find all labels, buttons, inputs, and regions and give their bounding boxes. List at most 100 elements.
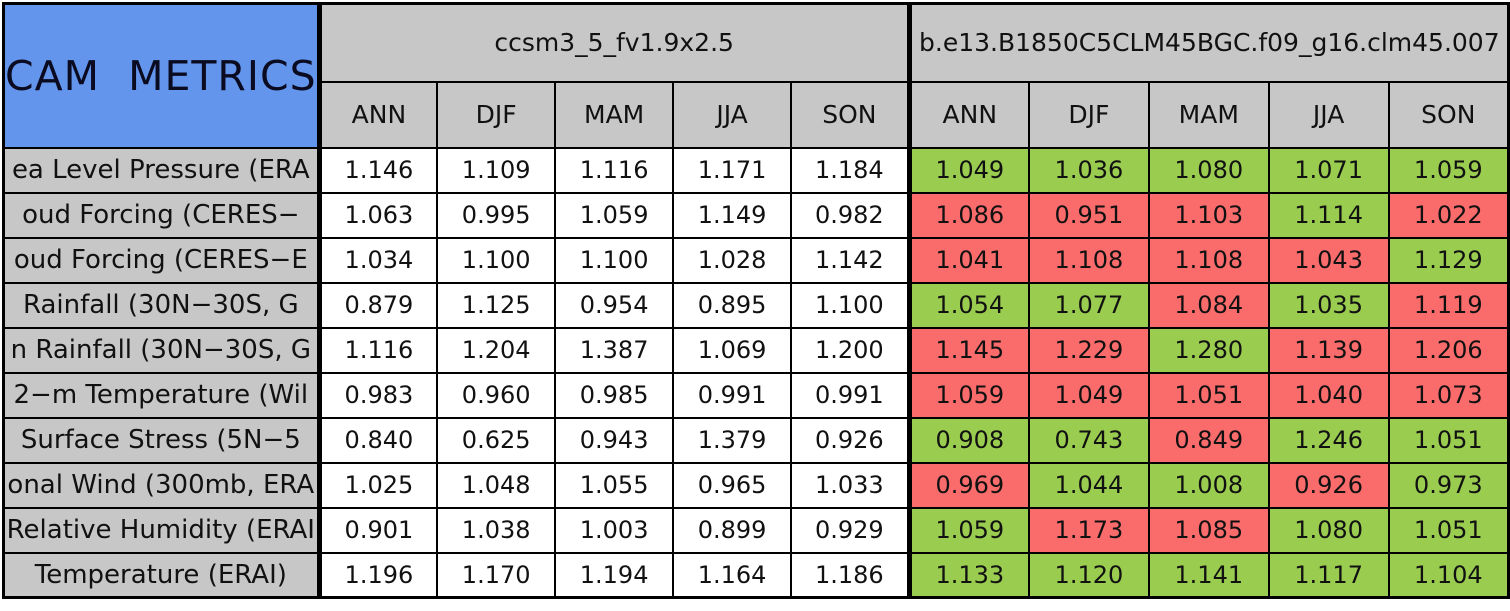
metric-cell-model1: 1.116 [554,146,675,194]
metric-cell-model2: 0.743 [1027,416,1150,464]
table-row: oud Forcing (CERES−E 1.034 1.100 1.100 1.028… [2,236,1510,284]
metric-cell-model1: 1.184 [790,146,911,194]
metric-cell-model2: 1.041 [906,236,1030,284]
model2-header: b.e13.B1850C5CLM45BGC.f09_g16.clm45.007 [906,2,1510,83]
metric-cell-model2: 1.120 [1027,551,1150,599]
table-row: ea Level Pressure (ERA 1.146 1.109 1.116 1.1… [2,146,1510,194]
metric-cell-model1: 1.059 [554,191,675,239]
metric-cell-model1: 0.991 [672,371,793,419]
metric-cell-model1: 1.194 [554,551,675,599]
metric-cell-model1: 1.063 [316,191,439,239]
metric-cell-model2: 1.229 [1027,326,1150,374]
metric-cell-model2: 1.084 [1147,281,1270,329]
table-row: Surface Stress (5N−5 0.840 0.625 0.943 1.379… [2,416,1510,464]
metric-cell-model1: 0.929 [790,506,911,554]
metric-cell-model2: 1.049 [906,146,1030,194]
metric-cell-model2: 1.008 [1147,461,1270,509]
metric-cell-model1: 1.379 [672,416,793,464]
metric-cell-model2: 0.973 [1387,461,1510,509]
metric-cell-model2: 1.051 [1147,371,1270,419]
metric-cell-model2: 1.080 [1267,506,1390,554]
metric-cell-model2: 1.073 [1387,371,1510,419]
table-row: oud Forcing (CERES− 1.063 0.995 1.059 1.149 0… [2,191,1510,239]
metric-cell-model1: 0.899 [672,506,793,554]
season-header: ANN [906,80,1030,149]
row-label: Relative Humidity (ERAI [2,506,321,554]
metric-cell-model1: 0.960 [436,371,557,419]
metric-cell-model1: 0.901 [316,506,439,554]
metric-cell-model2: 1.035 [1267,281,1390,329]
metric-cell-model2: 1.043 [1267,236,1390,284]
table-row: onal Wind (300mb, ERA 1.025 1.048 1.055 0.96… [2,461,1510,509]
metric-cell-model2: 1.280 [1147,326,1270,374]
metric-cell-model1: 1.196 [316,551,439,599]
metric-cell-model1: 1.048 [436,461,557,509]
metric-cell-model2: 1.044 [1027,461,1150,509]
metric-cell-model2: 1.104 [1387,551,1510,599]
metric-cell-model1: 0.840 [316,416,439,464]
metric-cell-model2: 1.040 [1267,371,1390,419]
metric-cell-model2: 1.085 [1147,506,1270,554]
metric-cell-model1: 0.926 [790,416,911,464]
season-header: JJA [1267,80,1390,149]
metric-cell-model2: 1.080 [1147,146,1270,194]
metric-cell-model2: 1.173 [1027,506,1150,554]
metric-cell-model1: 1.125 [436,281,557,329]
row-label: 2−m Temperature (Wil [2,371,321,419]
season-header-row: ANN DJF MAM JJA SON ANN DJF MAM JJA SON [4,80,1510,149]
table-row: Relative Humidity (ERAI 0.901 1.038 1.003 0.… [2,506,1510,554]
metric-cell-model2: 1.051 [1387,416,1510,464]
season-header: DJF [1027,80,1150,149]
metric-cell-model2: 1.139 [1267,326,1390,374]
model1-header: ccsm3_5_fv1.9x2.5 [316,2,911,83]
table-row: Temperature (ERAI) 1.196 1.170 1.194 1.164 1.… [2,551,1510,599]
metric-cell-model1: 0.983 [316,371,439,419]
metric-cell-model2: 1.086 [906,191,1030,239]
metric-cell-model2: 1.129 [1387,236,1510,284]
metric-cell-model1: 0.625 [436,416,557,464]
metric-cell-model1: 1.149 [672,191,793,239]
metric-cell-model2: 1.059 [1387,146,1510,194]
metric-cell-model1: 0.879 [316,281,439,329]
metric-cell-model1: 1.028 [672,236,793,284]
season-header: JJA [672,80,793,149]
metric-cell-model1: 1.387 [554,326,675,374]
metrics-rows: ea Level Pressure (ERA 1.146 1.109 1.116 1.1… [2,146,1510,599]
row-label: oud Forcing (CERES−E [2,236,321,284]
metric-cell-model1: 1.100 [436,236,557,284]
row-label: oud Forcing (CERES− [2,191,321,239]
metric-cell-model2: 1.119 [1387,281,1510,329]
table-title: CAM METRICS [2,2,321,149]
metric-cell-model2: 1.108 [1147,236,1270,284]
metric-cell-model1: 1.171 [672,146,793,194]
metric-cell-model2: 1.108 [1027,236,1150,284]
metric-cell-model2: 0.951 [1027,191,1150,239]
metric-cell-model1: 1.038 [436,506,557,554]
metric-cell-model1: 1.116 [316,326,439,374]
metric-cell-model2: 1.103 [1147,191,1270,239]
season-header: SON [790,80,911,149]
metric-cell-model1: 1.109 [436,146,557,194]
metric-cell-model2: 1.246 [1267,416,1390,464]
metric-cell-model1: 1.025 [316,461,439,509]
metric-cell-model1: 1.055 [554,461,675,509]
metric-cell-model1: 1.033 [790,461,911,509]
metric-cell-model2: 0.908 [906,416,1030,464]
metric-cell-model1: 0.982 [790,191,911,239]
metric-cell-model1: 1.146 [316,146,439,194]
metric-cell-model2: 1.036 [1027,146,1150,194]
metric-cell-model1: 0.954 [554,281,675,329]
metric-cell-model2: 1.059 [906,371,1030,419]
season-header: DJF [436,80,557,149]
metric-cell-model1: 1.003 [554,506,675,554]
row-label: Surface Stress (5N−5 [2,416,321,464]
metric-cell-model1: 1.164 [672,551,793,599]
metric-cell-model1: 1.034 [316,236,439,284]
metric-cell-model2: 0.849 [1147,416,1270,464]
metric-cell-model1: 1.204 [436,326,557,374]
table-row: 2−m Temperature (Wil 0.983 0.960 0.985 0.991… [2,371,1510,419]
metric-cell-model1: 0.985 [554,371,675,419]
metric-cell-model2: 1.022 [1387,191,1510,239]
metric-cell-model1: 1.186 [790,551,911,599]
